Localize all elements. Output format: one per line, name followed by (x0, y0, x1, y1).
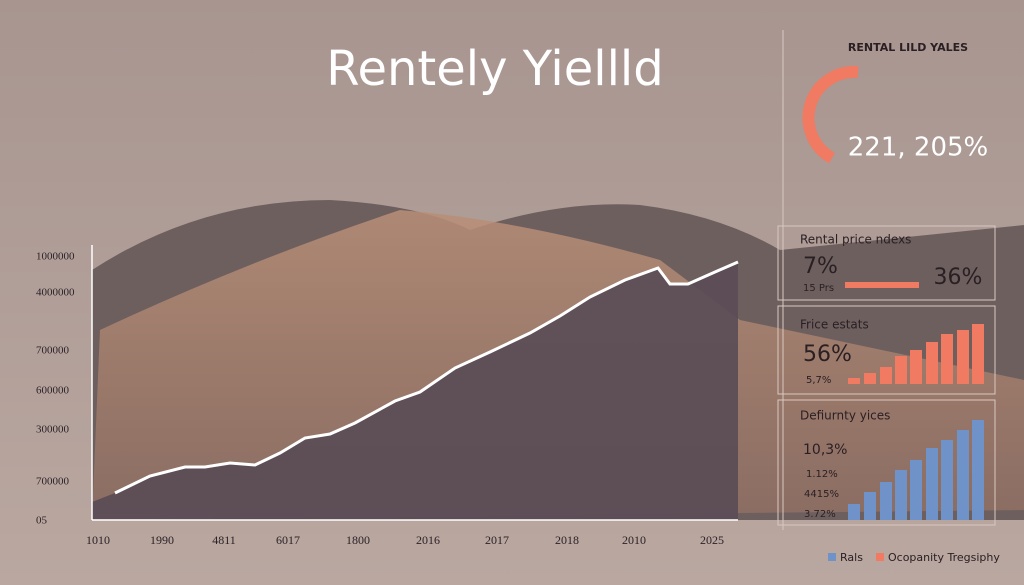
x-label: 2025 (700, 533, 724, 547)
area-fill (92, 262, 738, 519)
card-side: 36% (934, 265, 983, 290)
y-label: 700000 (36, 345, 70, 357)
card-main: 56% (803, 342, 852, 367)
card-title: Frice estats (800, 318, 869, 332)
legend-swatch (876, 553, 884, 561)
gauge-value: 221, 205% (848, 133, 989, 163)
y-label: 300000 (36, 424, 70, 436)
card-title: Rental price ndexs (800, 233, 911, 247)
y-label: 4000000 (36, 287, 75, 299)
title: Rentely Yiellld (326, 41, 663, 97)
x-label: 2017 (485, 533, 509, 547)
legend-swatch (828, 553, 836, 561)
card-main: 7% (803, 254, 838, 279)
legend-label: Ocopanity Tregsiphy (888, 551, 1000, 564)
bars (848, 420, 984, 520)
card-title: Defiurnty yices (800, 409, 890, 423)
y-label: 600000 (36, 385, 70, 397)
card-line: 3.72% (804, 509, 836, 520)
y-label: 700000 (36, 476, 70, 488)
x-label: 2016 (416, 533, 440, 547)
card-line: 4415% (804, 489, 839, 500)
gauge-arc (802, 65, 859, 164)
trend-line (114, 260, 739, 495)
y-label: 1000000 (36, 251, 75, 263)
card-line: 1.12% (806, 469, 838, 480)
x-label: 2010 (622, 533, 646, 547)
x-label: 2018 (555, 533, 579, 547)
x-label: 6017 (276, 533, 300, 547)
x-label: 1010 (86, 533, 110, 547)
card-sub: 15 Prs (803, 283, 834, 294)
card (777, 305, 996, 395)
card (777, 225, 996, 301)
x-label: 4811 (212, 533, 236, 547)
x-label: 1990 (150, 533, 174, 547)
bar (845, 282, 919, 288)
card-sub: 5,7% (806, 375, 831, 386)
panel-title: RENTAL LILD YALES (848, 41, 968, 54)
card-main: 10,3% (803, 442, 847, 458)
x-label: 1800 (346, 533, 370, 547)
y-label: 05 (36, 515, 48, 527)
card (777, 399, 996, 526)
legend-label: Rals (840, 551, 863, 564)
bars (848, 324, 984, 384)
